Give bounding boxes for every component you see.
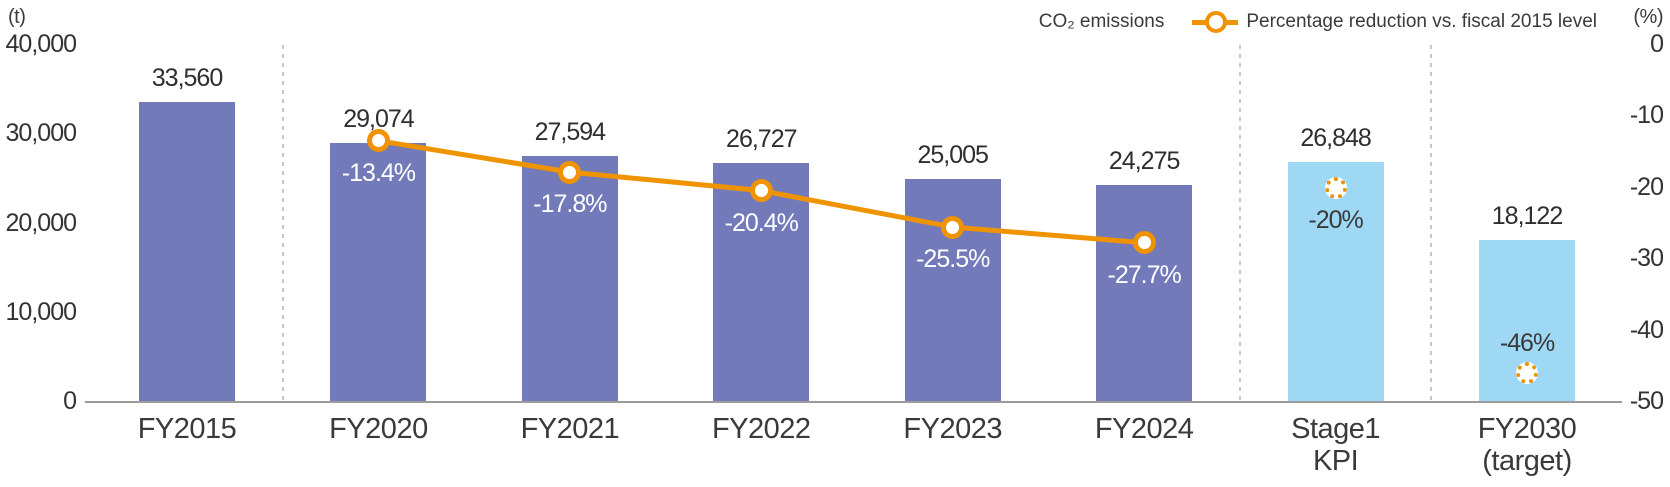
bar-value-label: 26,848	[1300, 124, 1371, 153]
category-label-fy2024: FY2024	[1044, 413, 1244, 445]
bar-value-label: 29,074	[343, 104, 414, 133]
reduction-value-label: -17.8%	[533, 190, 607, 219]
bar-value-label: 27,594	[534, 117, 606, 146]
bar-fy2015	[139, 102, 235, 401]
section-separator	[1238, 45, 1241, 402]
category-label-stage1: Stage1 KPI	[1236, 413, 1436, 478]
category-label-fy2022: FY2022	[661, 413, 861, 445]
reduction-value-label: -20.4%	[724, 208, 799, 237]
section-separator	[281, 45, 284, 402]
category-label-line: KPI	[1312, 445, 1359, 478]
reduction-value-label: -27.7%	[1107, 260, 1182, 289]
bar-fy2024	[1096, 185, 1193, 401]
bar-value-label: 26,727	[726, 125, 797, 154]
left-axis-tick: 10,000	[5, 297, 77, 326]
bar-fy2023	[904, 178, 1001, 401]
left-axis-tick: 0	[63, 387, 77, 415]
category-label-line: FY2030	[1477, 413, 1577, 445]
category-label-line: (target)	[1482, 445, 1572, 478]
category-label-line: Stage1	[1291, 413, 1381, 445]
category-label-line: FY2022	[711, 413, 811, 445]
bar-value-label: 24,275	[1108, 147, 1180, 176]
reduction-marker-fy2020	[366, 129, 390, 153]
category-label-fy2020: FY2020	[278, 413, 478, 445]
bar-value-label: 18,122	[1491, 202, 1563, 231]
right-axis-tick: -20	[1629, 172, 1664, 201]
bar-value-label: 25,005	[917, 140, 988, 169]
category-label-line: FY2021	[520, 413, 620, 445]
reduction-marker-fy2023	[941, 215, 965, 239]
left-axis-tick: 20,000	[5, 208, 77, 237]
reduction-marker-stage1	[1324, 176, 1347, 199]
right-axis-tick: -50	[1629, 387, 1664, 415]
category-label-line: FY2024	[1094, 413, 1194, 445]
bar-stage1	[1287, 162, 1384, 401]
reduction-value-label: -46%	[1499, 329, 1555, 358]
bar-value-label: 33,560	[151, 64, 223, 93]
section-separator	[1430, 45, 1433, 402]
left-axis-tick: 40,000	[5, 30, 77, 58]
reduction-marker-fy2030	[1516, 362, 1538, 385]
left-axis-tick: 30,000	[5, 119, 77, 148]
legend: CO₂ emissions Percentage reduction vs. f…	[1001, 5, 1597, 39]
right-axis-tick: -30	[1629, 244, 1664, 273]
reduction-line-legend-label: Percentage reduction vs. fiscal 2015 lev…	[1246, 11, 1597, 32]
category-label-fy2015: FY2015	[87, 413, 287, 445]
right-axis-unit: (%)	[1633, 6, 1663, 28]
category-label-fy2030: FY2030 (target)	[1427, 413, 1627, 478]
reduction-line-legend-icon	[1192, 10, 1239, 34]
category-label-line: FY2020	[329, 413, 428, 445]
reduction-value-label: -20%	[1308, 205, 1363, 234]
category-label-fy2023: FY2023	[853, 413, 1053, 445]
right-axis-tick: 0	[1650, 30, 1664, 58]
right-axis-tick: -40	[1629, 315, 1664, 344]
right-axis-tick: -10	[1629, 101, 1664, 130]
left-axis-unit: (t)	[8, 6, 26, 28]
reduction-marker-fy2022	[749, 179, 773, 203]
category-label-line: FY2015	[137, 413, 237, 445]
reduction-value-label: -25.5%	[916, 245, 990, 274]
co2-emissions-legend-label: CO₂ emissions	[1038, 11, 1165, 32]
reduction-marker-fy2021	[558, 160, 582, 184]
x-axis-baseline	[85, 401, 1622, 403]
category-label-line: FY2023	[903, 413, 1002, 445]
reduction-value-label: -13.4%	[341, 158, 416, 187]
category-label-fy2021: FY2021	[470, 413, 670, 445]
reduction-marker-fy2024	[1132, 231, 1156, 255]
